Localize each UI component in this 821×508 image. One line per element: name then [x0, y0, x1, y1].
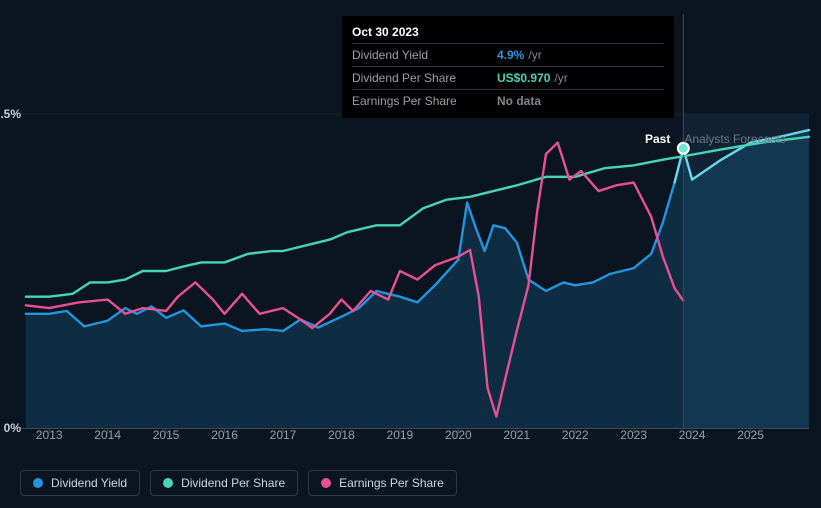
x-axis-label: 2025 — [737, 428, 764, 442]
past-forecast-labels: Past Analysts Forecasts — [645, 132, 786, 146]
x-axis-label: 2024 — [679, 428, 706, 442]
past-label: Past — [645, 132, 670, 146]
x-axis-label: 2016 — [211, 428, 238, 442]
x-axis-label: 2013 — [36, 428, 63, 442]
x-axis-label: 2019 — [387, 428, 414, 442]
tooltip-row-value: No data — [497, 94, 541, 108]
x-axis-label: 2017 — [270, 428, 297, 442]
x-axis-label: 2023 — [620, 428, 647, 442]
tooltip-row: Dividend Yield4.9% /yr — [352, 44, 664, 67]
y-axis-label: 5.5% — [0, 107, 21, 121]
tooltip-row-label: Dividend Per Share — [352, 71, 497, 85]
tooltip-row-value: 4.9% — [497, 48, 524, 62]
x-axis-label: 2022 — [562, 428, 589, 442]
tooltip-row: Dividend Per ShareUS$0.970/yr — [352, 67, 664, 90]
legend-label: Dividend Per Share — [181, 476, 285, 490]
x-axis-label: 2021 — [503, 428, 530, 442]
x-axis-label: 2018 — [328, 428, 355, 442]
legend-item[interactable]: Earnings Per Share — [308, 470, 457, 496]
legend-swatch — [33, 478, 43, 488]
chart-tooltip: Oct 30 2023 Dividend Yield4.9%/yrDividen… — [342, 16, 674, 118]
tooltip-row: Earnings Per ShareNo data — [352, 90, 664, 112]
tooltip-row-suffix: /yr — [554, 71, 567, 85]
x-axis-label: 2015 — [153, 428, 180, 442]
y-axis-label: 0% — [0, 421, 21, 435]
legend-label: Dividend Yield — [51, 476, 127, 490]
tooltip-row-value: US$0.970 — [497, 71, 550, 85]
legend-swatch — [163, 478, 173, 488]
tooltip-row-label: Earnings Per Share — [352, 94, 497, 108]
tooltip-date: Oct 30 2023 — [352, 22, 664, 44]
x-axis-label: 2014 — [94, 428, 121, 442]
x-axis-labels: 2013 2014 2015 2016 2017 2018 2019 2020 2021 2022… — [20, 428, 809, 444]
x-axis-label: 2020 — [445, 428, 472, 442]
legend-item[interactable]: Dividend Per Share — [150, 470, 298, 496]
chart-container: 5.5%0% 201320142015201620172018201920202… — [0, 0, 821, 508]
tooltip-row-label: Dividend Yield — [352, 48, 497, 62]
forecast-label: Analysts Forecasts — [684, 132, 785, 146]
tooltip-row-suffix: /yr — [528, 48, 541, 62]
legend-item[interactable]: Dividend Yield — [20, 470, 140, 496]
legend-swatch — [321, 478, 331, 488]
legend-label: Earnings Per Share — [339, 476, 444, 490]
legend: Dividend Yield Dividend Per Share Earnings… — [20, 470, 457, 496]
